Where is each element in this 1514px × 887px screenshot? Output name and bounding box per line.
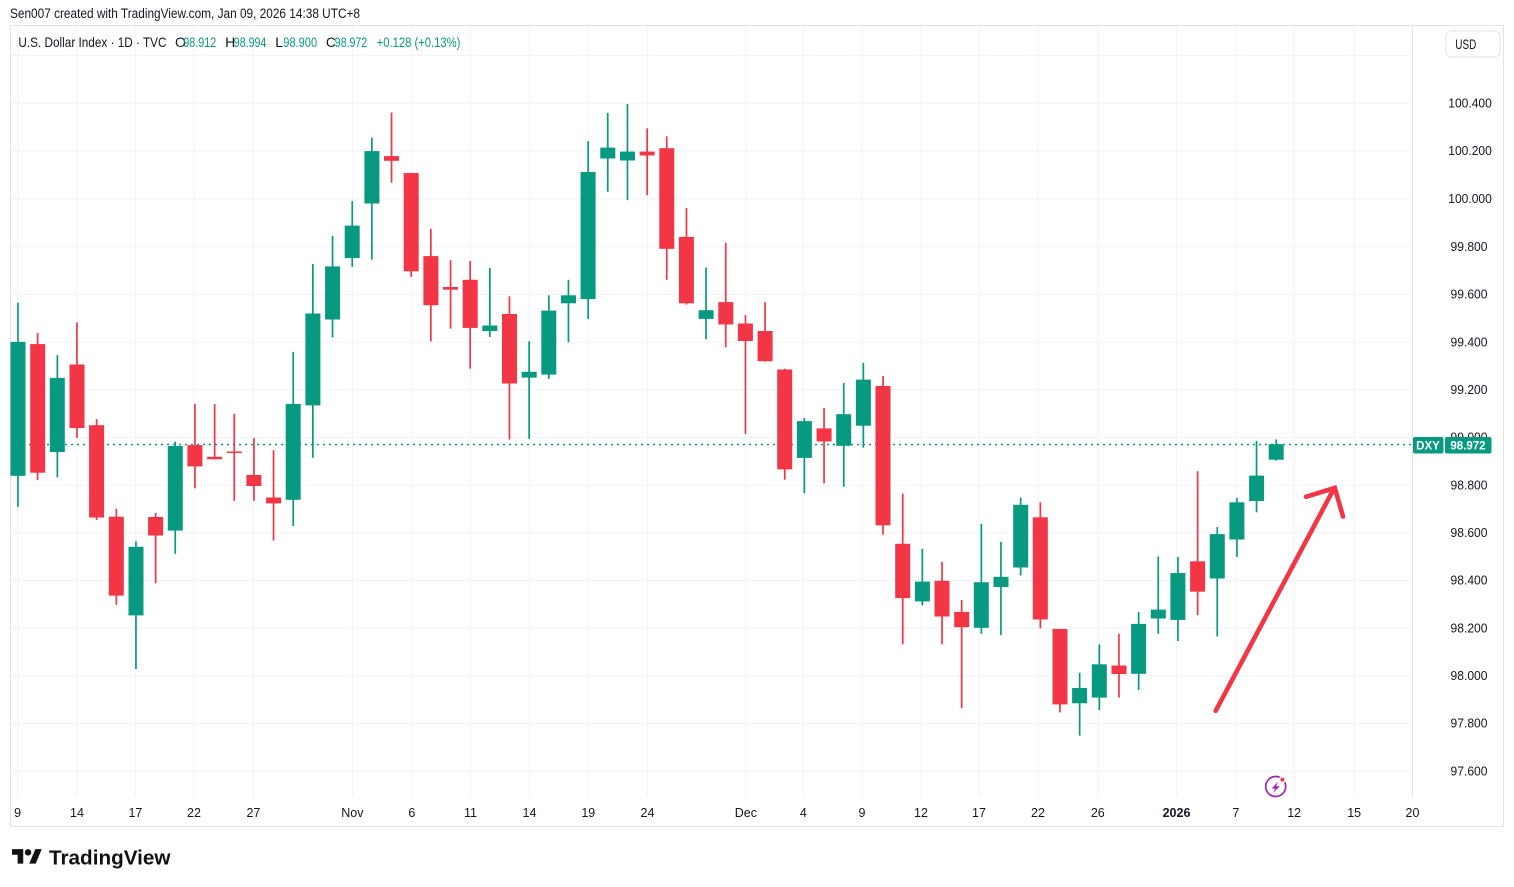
svg-text:27: 27	[246, 806, 260, 820]
svg-text:12: 12	[1287, 806, 1301, 820]
svg-text:9: 9	[14, 806, 21, 820]
svg-text:98.800: 98.800	[1451, 478, 1488, 492]
svg-text:L: L	[275, 34, 283, 50]
svg-text:C: C	[326, 34, 336, 50]
svg-text:DXY: DXY	[1416, 441, 1440, 453]
svg-text:11: 11	[464, 806, 477, 820]
svg-text:U.S. Dollar Index · 1D · TVC: U.S. Dollar Index · 1D · TVC	[18, 34, 166, 50]
svg-text:15: 15	[1347, 806, 1361, 820]
svg-text:TradingView: TradingView	[49, 846, 171, 869]
svg-text:Nov: Nov	[341, 806, 364, 820]
svg-text:22: 22	[187, 806, 201, 820]
svg-text:14: 14	[523, 806, 537, 820]
svg-text:17: 17	[128, 806, 142, 820]
svg-text:98.972: 98.972	[1450, 441, 1485, 453]
svg-text:USD: USD	[1455, 37, 1476, 52]
svg-text:+0.128 (+0.13%): +0.128 (+0.13%)	[377, 34, 461, 50]
svg-text:98.994: 98.994	[234, 34, 267, 50]
svg-text:12: 12	[914, 806, 928, 820]
svg-text:99.600: 99.600	[1451, 288, 1488, 302]
svg-text:6: 6	[408, 806, 415, 820]
svg-text:24: 24	[641, 806, 655, 820]
svg-text:H: H	[225, 34, 235, 50]
svg-text:2026: 2026	[1163, 806, 1191, 820]
svg-text:100.200: 100.200	[1448, 144, 1492, 158]
svg-text:9: 9	[859, 806, 866, 820]
svg-text:100.400: 100.400	[1448, 97, 1492, 111]
svg-text:98.200: 98.200	[1451, 621, 1488, 635]
svg-text:19: 19	[581, 806, 595, 820]
svg-text:98.000: 98.000	[1451, 669, 1488, 683]
svg-text:O: O	[175, 34, 186, 50]
svg-text:99.200: 99.200	[1451, 383, 1488, 397]
svg-text:98.600: 98.600	[1451, 526, 1488, 540]
svg-text:98.900: 98.900	[283, 34, 317, 50]
svg-text:22: 22	[1031, 806, 1045, 820]
svg-text:97.800: 97.800	[1451, 717, 1488, 731]
svg-text:98.912: 98.912	[183, 34, 216, 50]
svg-text:100.000: 100.000	[1448, 192, 1492, 206]
svg-text:Dec: Dec	[735, 806, 757, 820]
svg-text:98.972: 98.972	[335, 34, 368, 50]
svg-text:20: 20	[1406, 806, 1420, 820]
svg-text:4: 4	[800, 806, 807, 820]
svg-text:98.400: 98.400	[1451, 574, 1488, 588]
svg-text:99.400: 99.400	[1451, 335, 1488, 349]
svg-text:7: 7	[1232, 806, 1239, 820]
svg-text:26: 26	[1091, 806, 1105, 820]
svg-text:17: 17	[972, 806, 986, 820]
svg-text:99.800: 99.800	[1451, 240, 1488, 254]
svg-text:97.600: 97.600	[1451, 764, 1488, 778]
svg-text:14: 14	[70, 806, 84, 820]
svg-text:Sen007 created with TradingVie: Sen007 created with TradingView.com, Jan…	[10, 6, 360, 21]
